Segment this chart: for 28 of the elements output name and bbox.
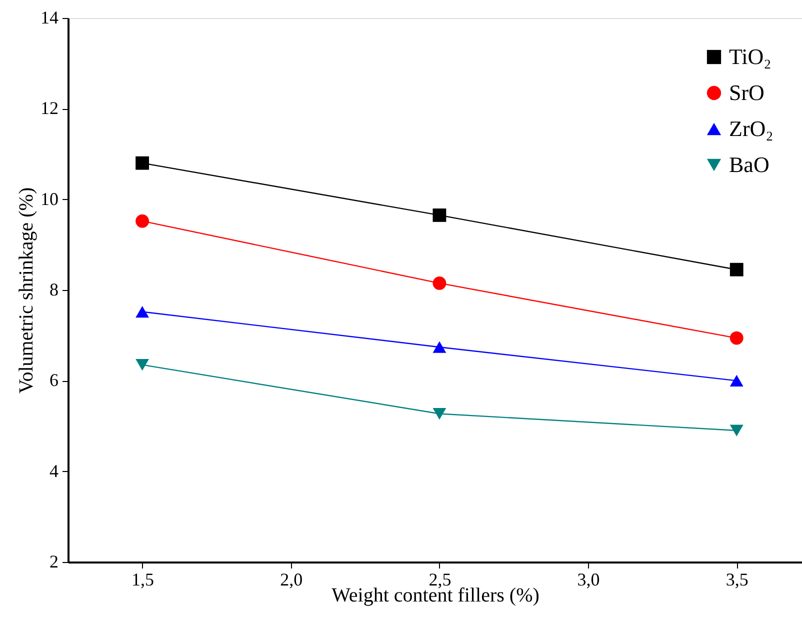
legend-label: SrO	[729, 80, 764, 105]
point	[730, 424, 744, 436]
point	[432, 276, 446, 290]
legend-label: ZrO₂	[729, 116, 774, 141]
point	[730, 331, 744, 345]
y-tick-label: 2	[50, 552, 58, 572]
y-tick-label: 6	[50, 370, 58, 390]
point	[136, 156, 149, 170]
x-tick-label: 3,0	[577, 570, 600, 590]
point	[730, 262, 744, 276]
y-tick-label: 14	[40, 8, 58, 28]
x-tick-label: 3,5	[726, 570, 748, 590]
y-tick-label: 10	[40, 188, 58, 209]
y-tick-label: 8	[50, 280, 58, 300]
point	[136, 214, 149, 228]
legend-label: BaO	[729, 152, 770, 177]
legend-label: TiO₂	[729, 44, 772, 69]
y-tick-label: 12	[40, 98, 58, 118]
point	[136, 306, 149, 318]
y-axis-title: Volumetric shrinkage (%)	[16, 187, 38, 394]
y-tick-label: 4	[50, 460, 58, 481]
point	[432, 208, 446, 222]
point	[432, 341, 446, 353]
x-tick-label: 1,5	[132, 570, 154, 590]
point	[136, 358, 149, 371]
point	[432, 408, 446, 420]
point	[730, 374, 744, 386]
x-tick-label: 2,0	[280, 570, 303, 590]
